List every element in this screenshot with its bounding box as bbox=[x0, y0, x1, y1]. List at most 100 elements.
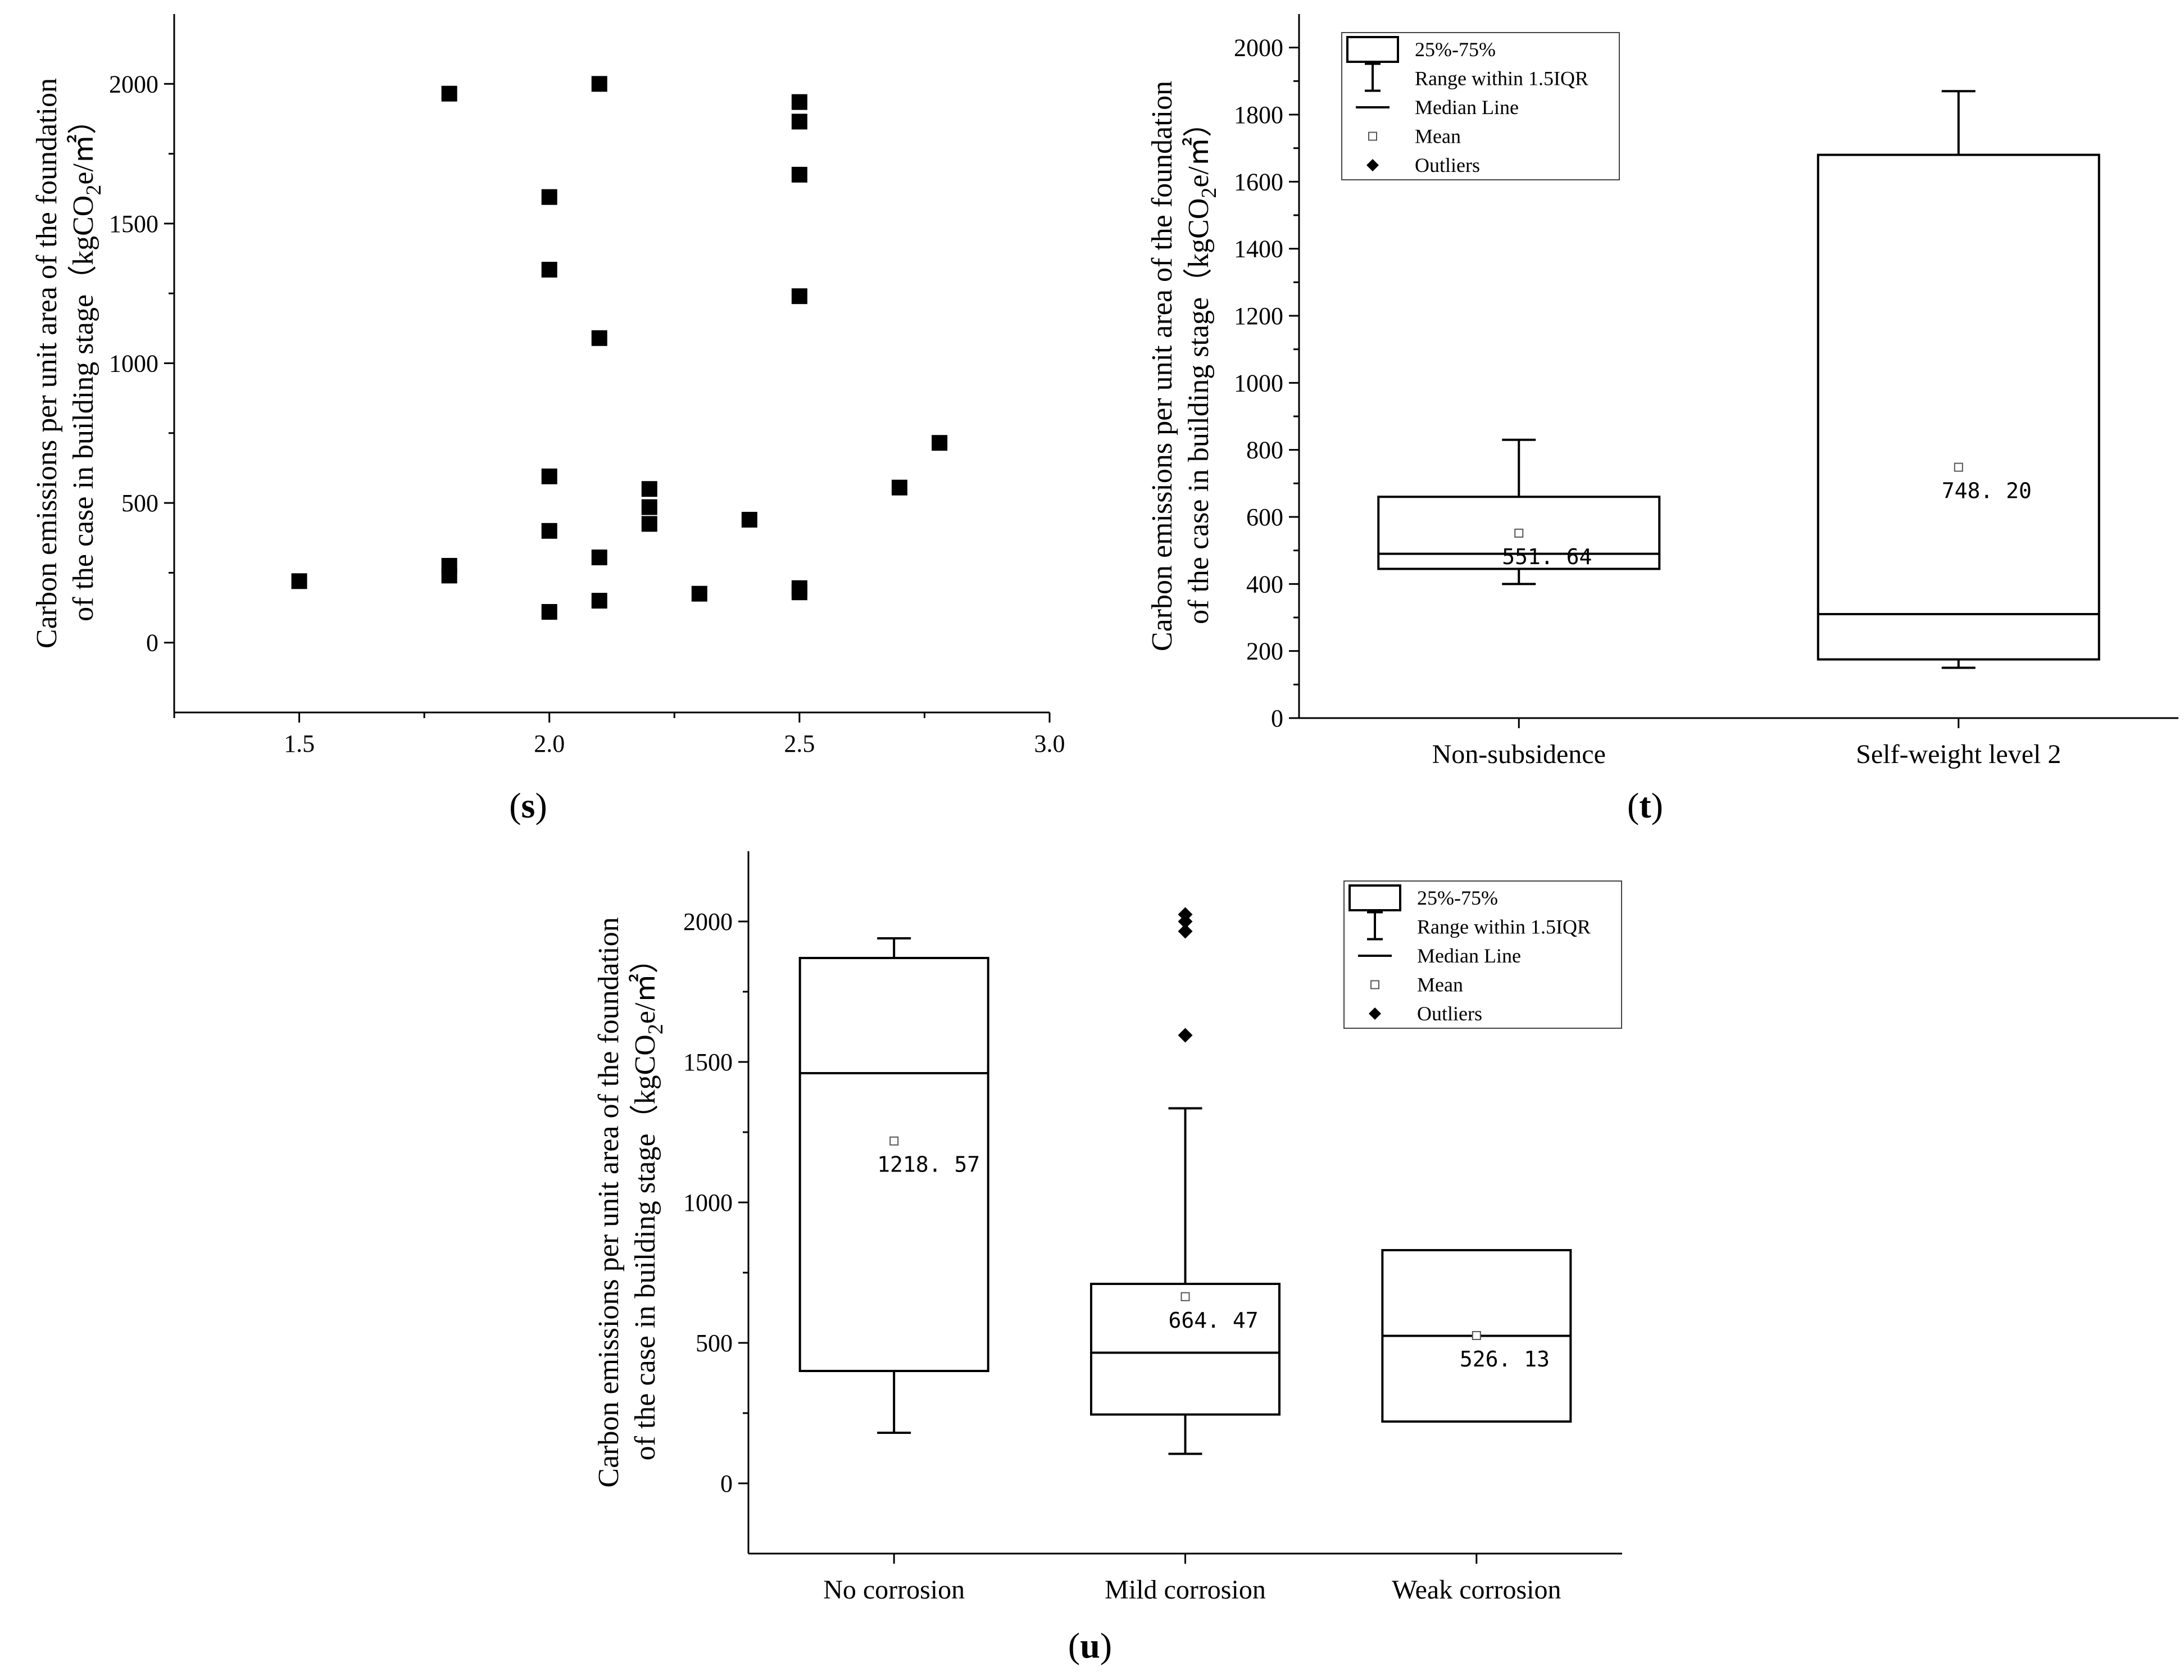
y-tick-label: 800 bbox=[1246, 437, 1283, 464]
legend-label: Median Line bbox=[1417, 945, 1521, 967]
scatter-point bbox=[641, 516, 657, 532]
scatter-point bbox=[591, 330, 607, 346]
mean-value-label: 1218. 57 bbox=[877, 1152, 980, 1177]
y-tick-label: 1200 bbox=[1234, 302, 1283, 330]
y-axis-title-unit: e/㎡） bbox=[628, 945, 661, 1024]
y-tick-label: 2000 bbox=[1234, 34, 1283, 62]
scatter-point bbox=[541, 261, 557, 278]
y-tick-label: 1000 bbox=[109, 350, 158, 378]
y-tick-label: 1000 bbox=[683, 1189, 733, 1216]
x-category-label: Weak corrosion bbox=[1392, 1575, 1561, 1605]
x-category-label: No corrosion bbox=[823, 1575, 965, 1605]
y-tick-label: 1600 bbox=[1234, 168, 1283, 196]
scatter-point bbox=[541, 189, 557, 205]
panel-label-part: ( bbox=[1627, 785, 1639, 825]
outlier-point bbox=[1178, 1028, 1193, 1043]
panel-label: (s) bbox=[509, 785, 547, 825]
legend: 25%-75% Range within 1.5IQR Median Line Mea… bbox=[1341, 32, 1620, 180]
scatter-point bbox=[441, 567, 457, 584]
y-tick-label: 400 bbox=[1246, 570, 1283, 598]
legend-outlier-icon bbox=[1369, 1007, 1381, 1020]
scatter-point bbox=[791, 288, 807, 305]
panel-label-part: ) bbox=[1651, 785, 1663, 825]
x-category-label: Non-subsidence bbox=[1432, 739, 1606, 769]
legend-mean-icon bbox=[1370, 980, 1379, 989]
iqr-box bbox=[798, 957, 989, 1372]
scatter-point bbox=[891, 479, 907, 496]
legend-box-icon bbox=[1348, 884, 1401, 911]
panel-label: (u) bbox=[1068, 1625, 1112, 1665]
y-axis-title-line2: of the case in building stage（kgCO2e/㎡） bbox=[628, 945, 668, 1461]
scatter-point bbox=[591, 550, 607, 566]
legend: 25%-75% Range within 1.5IQR Median Line Mea… bbox=[1343, 880, 1622, 1029]
scatter-point bbox=[591, 593, 607, 609]
panel-s-scatter: 0 500 1000 1500 2000 Carbon emissions per uni… bbox=[31, 14, 1065, 825]
panel-label-part: u bbox=[1080, 1625, 1100, 1665]
y-tick-label: 500 bbox=[121, 489, 158, 517]
y-axis-title-line2: of the case in building stage（kgCO2e/㎡） bbox=[66, 105, 106, 621]
y-tick-label: 600 bbox=[1246, 503, 1283, 531]
mean-value-label: 748. 20 bbox=[1942, 479, 2032, 503]
scatter-point bbox=[441, 85, 457, 102]
y-tick-label: 0 bbox=[1271, 705, 1283, 732]
legend-label: Range within 1.5IQR bbox=[1415, 67, 1588, 90]
mean-marker bbox=[1180, 1292, 1190, 1301]
y-axis-title-line1: Carbon emissions per unit area of the fo… bbox=[31, 78, 63, 648]
scatter-point bbox=[791, 166, 807, 183]
scatter-point bbox=[791, 113, 807, 130]
y-tick-label: 500 bbox=[696, 1329, 733, 1357]
legend-outlier-icon bbox=[1366, 159, 1379, 171]
y-axis-title-line1: Carbon emissions per unit area of the fo… bbox=[593, 917, 625, 1487]
scatter-point bbox=[541, 604, 557, 620]
y-tick-label: 200 bbox=[1246, 638, 1283, 665]
y-axis-title-unit: e/㎡） bbox=[66, 105, 99, 185]
panel-u-boxplot: 0 500 1000 1500 2000 Carbon emissions per uni… bbox=[593, 851, 1622, 1665]
scatter-point bbox=[791, 584, 807, 601]
legend-label: Outliers bbox=[1415, 154, 1480, 176]
panel-label-part: s bbox=[521, 785, 535, 825]
scatter-point bbox=[641, 499, 657, 515]
iqr-box bbox=[1817, 153, 2100, 661]
scatter-point bbox=[541, 523, 557, 539]
y-axis-title-line1: Carbon emissions per unit area of the fo… bbox=[1146, 81, 1178, 651]
mean-marker bbox=[1472, 1331, 1481, 1340]
panel-label-part: ) bbox=[535, 785, 547, 825]
y-tick-label: 1500 bbox=[109, 210, 158, 238]
panel-label-part: ( bbox=[1068, 1625, 1080, 1665]
y-tick-label: 1400 bbox=[1234, 235, 1283, 263]
y-tick-label: 2000 bbox=[683, 908, 733, 936]
outlier-point bbox=[1178, 924, 1193, 939]
mean-value-label: 526. 13 bbox=[1460, 1347, 1550, 1372]
y-tick-label: 2000 bbox=[109, 70, 158, 98]
y-axis-title-text: of the case in building stage（kgCO bbox=[1183, 198, 1215, 624]
legend-label: Mean bbox=[1415, 125, 1461, 148]
legend-label: 25%-75% bbox=[1415, 38, 1496, 61]
y-axis-title-unit: e/㎡） bbox=[1182, 108, 1215, 188]
scatter-point bbox=[541, 468, 557, 484]
legend-mean-icon bbox=[1368, 131, 1377, 141]
scatter-point bbox=[741, 511, 757, 528]
x-category-label: Self-weight level 2 bbox=[1856, 739, 2061, 769]
x-category-label: Mild corrosion bbox=[1105, 1575, 1266, 1605]
scatter-point bbox=[932, 435, 948, 451]
y-axis-title-subscript: 2 bbox=[644, 1024, 668, 1034]
y-tick-label: 1000 bbox=[1234, 369, 1283, 397]
y-axis-title-subscript: 2 bbox=[1197, 188, 1221, 198]
panel-label-part: ( bbox=[509, 785, 521, 825]
scatter-point bbox=[591, 76, 607, 92]
scatter-point bbox=[291, 573, 307, 589]
legend-label: Mean bbox=[1417, 974, 1463, 996]
mean-value-label: 551. 64 bbox=[1502, 544, 1592, 569]
legend-label: Median Line bbox=[1415, 96, 1519, 119]
mean-value-label: 664. 47 bbox=[1169, 1308, 1259, 1333]
mean-marker bbox=[1954, 462, 1963, 472]
mean-marker bbox=[889, 1136, 899, 1146]
y-tick-label: 1800 bbox=[1234, 101, 1283, 129]
legend-label: Outliers bbox=[1417, 1002, 1482, 1025]
x-tick-label: 2.0 bbox=[534, 730, 565, 757]
scatter-point bbox=[641, 481, 657, 497]
y-tick-label: 0 bbox=[720, 1470, 733, 1497]
y-axis-title-line2: of the case in building stage（kgCO2e/㎡） bbox=[1182, 108, 1221, 624]
mean-marker bbox=[1514, 528, 1524, 538]
